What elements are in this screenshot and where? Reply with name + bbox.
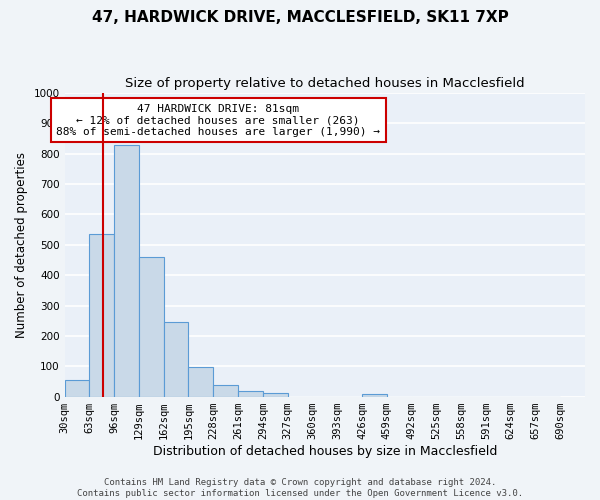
Bar bbox=[213, 385, 238, 396]
Bar bbox=[114, 144, 139, 396]
Bar bbox=[65, 380, 89, 396]
Text: 47, HARDWICK DRIVE, MACCLESFIELD, SK11 7XP: 47, HARDWICK DRIVE, MACCLESFIELD, SK11 7… bbox=[92, 10, 508, 25]
Bar bbox=[263, 393, 287, 396]
Title: Size of property relative to detached houses in Macclesfield: Size of property relative to detached ho… bbox=[125, 78, 524, 90]
Bar bbox=[362, 394, 387, 396]
Bar bbox=[89, 234, 114, 396]
Text: 47 HARDWICK DRIVE: 81sqm
← 12% of detached houses are smaller (263)
88% of semi-: 47 HARDWICK DRIVE: 81sqm ← 12% of detach… bbox=[56, 104, 380, 137]
Y-axis label: Number of detached properties: Number of detached properties bbox=[15, 152, 28, 338]
Bar bbox=[139, 257, 164, 396]
Bar bbox=[238, 390, 263, 396]
Bar bbox=[188, 367, 213, 396]
Text: Contains HM Land Registry data © Crown copyright and database right 2024.
Contai: Contains HM Land Registry data © Crown c… bbox=[77, 478, 523, 498]
X-axis label: Distribution of detached houses by size in Macclesfield: Distribution of detached houses by size … bbox=[152, 444, 497, 458]
Bar bbox=[164, 322, 188, 396]
